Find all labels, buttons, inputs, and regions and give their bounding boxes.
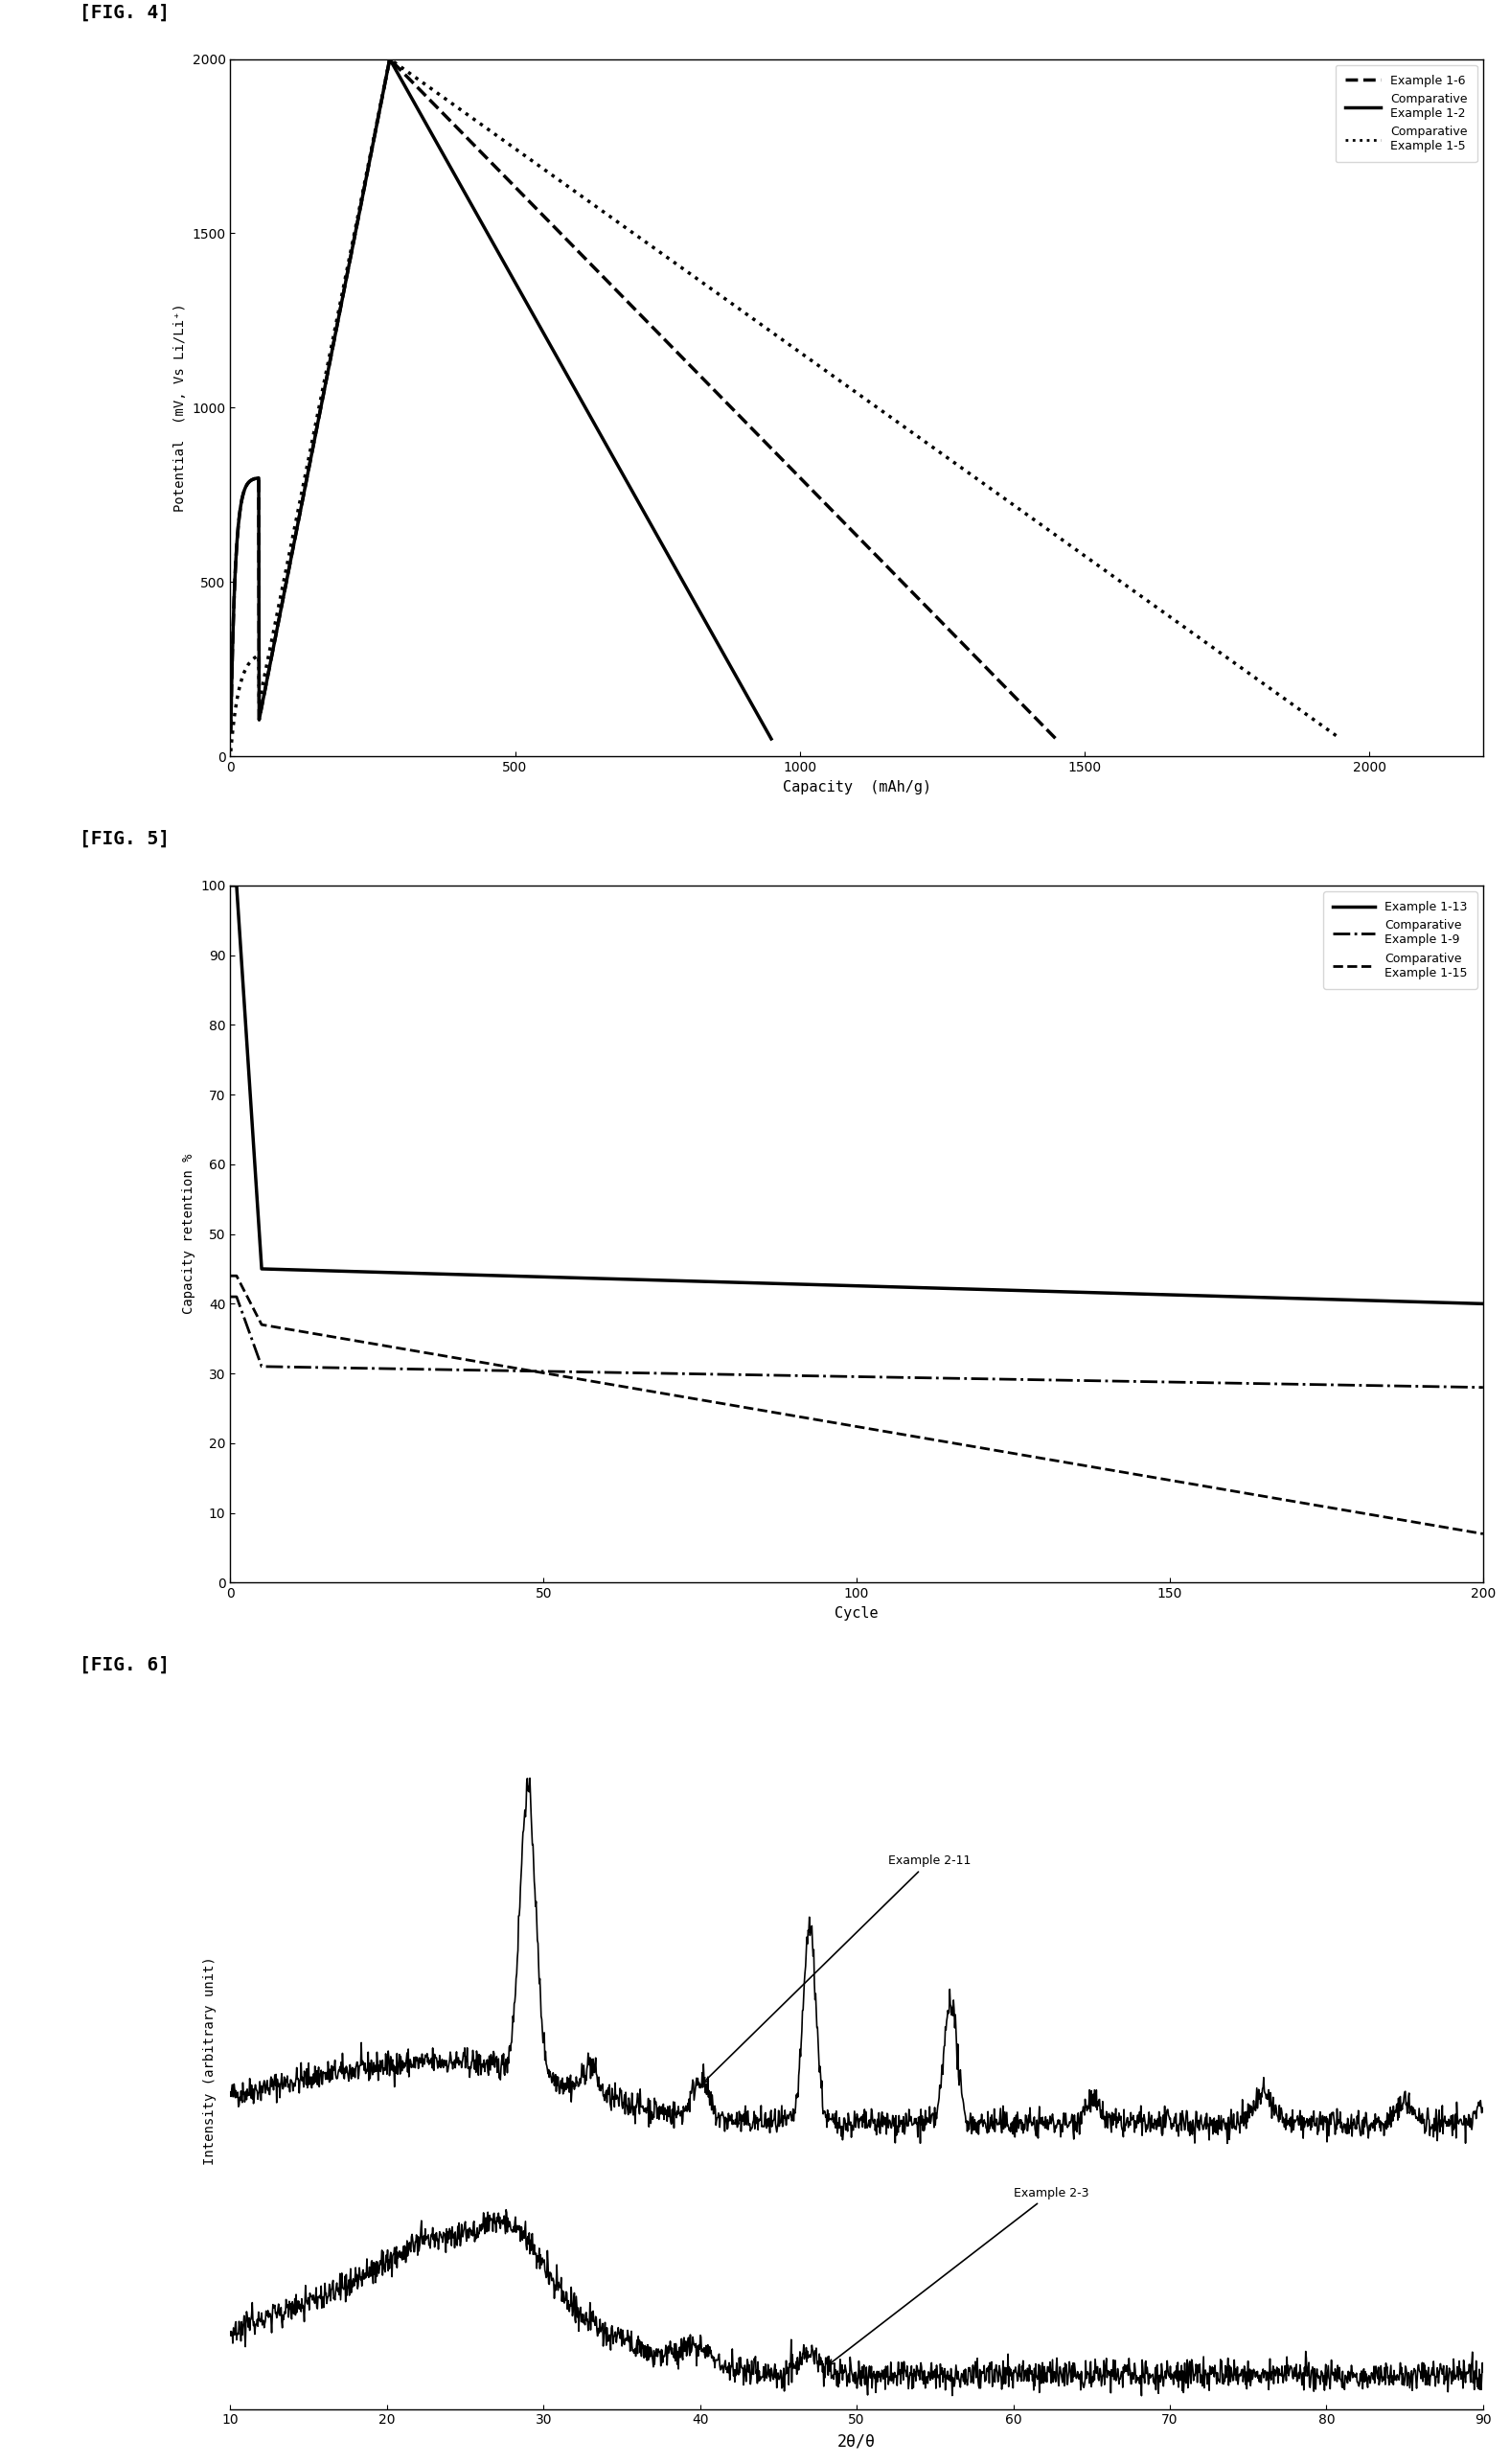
Comparative
Example 1-15 [1197, 1471, 1216, 1501]
Legend: Example 1-6, Comparative
Example 1-2, Comparative
Example 1-5: Example 1-6, Comparative Example 1-2, Co… [1335, 64, 1477, 163]
Line: Comparative
Example 1-15: Comparative Example 1-15 [231, 1276, 1483, 1535]
Comparative
Example 1-2 [763, 724, 781, 754]
Example 1-6 [228, 532, 246, 562]
Comparative
Example 1-2 [222, 717, 240, 747]
Example 1-13 [349, 1257, 367, 1286]
Example 1-6 [1015, 692, 1033, 722]
Comparative
Example 1-5 [521, 145, 539, 175]
Comparative
Example 1-9 [728, 1360, 746, 1390]
Example 1-13 [1220, 1281, 1238, 1311]
Comparative
Example 1-2 [381, 44, 399, 74]
Comparative
Example 1-2 [637, 500, 655, 530]
Line: Comparative
Example 1-2: Comparative Example 1-2 [231, 59, 772, 739]
Example 1-6 [421, 86, 439, 116]
Text: [FIG. 6]: [FIG. 6] [80, 1656, 171, 1673]
Comparative
Example 1-9 [773, 1360, 791, 1390]
Legend: Example 1-13, Comparative
Example 1-9, Comparative
Example 1-15: Example 1-13, Comparative Example 1-9, C… [1324, 892, 1477, 988]
Y-axis label: Potential  (mV, Vs Li/Li⁺): Potential (mV, Vs Li/Li⁺) [174, 303, 187, 513]
Comparative
Example 1-15 [349, 1326, 367, 1355]
Line: Example 1-13: Example 1-13 [231, 885, 1483, 1303]
Example 1-13 [1474, 1289, 1492, 1318]
X-axis label: Capacity  (mAh/g): Capacity (mAh/g) [782, 779, 932, 793]
Comparative
Example 1-5 [381, 44, 399, 74]
Comparative
Example 1-15 [728, 1392, 746, 1422]
Comparative
Example 1-5 [1332, 724, 1350, 754]
Comparative
Example 1-15 [1474, 1520, 1492, 1550]
Text: Example 2-11: Example 2-11 [704, 1855, 971, 2082]
Example 1-6 [272, 596, 290, 626]
Line: Comparative
Example 1-5: Comparative Example 1-5 [231, 59, 1341, 752]
Example 1-6 [790, 463, 808, 493]
Example 1-13 [1081, 1279, 1099, 1308]
Example 1-6 [1046, 724, 1065, 754]
Text: Example 2-3: Example 2-3 [829, 2188, 1089, 2365]
Comparative
Example 1-2 [550, 345, 568, 375]
Comparative
Example 1-15 [222, 1262, 240, 1291]
Example 1-6 [381, 44, 399, 74]
Comparative
Example 1-5 [222, 737, 240, 766]
Comparative
Example 1-15 [773, 1400, 791, 1429]
Comparative
Example 1-9 [1081, 1365, 1099, 1395]
Comparative
Example 1-5 [1065, 532, 1083, 562]
Example 1-13 [728, 1266, 746, 1296]
Line: Comparative
Example 1-9: Comparative Example 1-9 [231, 1296, 1483, 1387]
Example 1-13 [1197, 1281, 1216, 1311]
Text: [FIG. 5]: [FIG. 5] [80, 830, 171, 848]
Example 1-6 [951, 626, 969, 655]
Comparative
Example 1-5 [776, 328, 794, 357]
Example 1-13 [773, 1269, 791, 1299]
X-axis label: Cycle: Cycle [835, 1607, 879, 1621]
Comparative
Example 1-5 [1163, 604, 1181, 633]
Comparative
Example 1-15 [1220, 1476, 1238, 1506]
Line: Example 1-6: Example 1-6 [231, 59, 1055, 739]
Comparative
Example 1-9 [1474, 1372, 1492, 1402]
Y-axis label: Intensity (arbitrary unit): Intensity (arbitrary unit) [204, 1956, 217, 2166]
Comparative
Example 1-5 [1089, 549, 1107, 579]
Comparative
Example 1-9 [1220, 1368, 1238, 1397]
Comparative
Example 1-15 [1081, 1451, 1099, 1481]
Comparative
Example 1-9 [349, 1353, 367, 1382]
Comparative
Example 1-2 [391, 64, 409, 94]
Comparative
Example 1-9 [222, 1281, 240, 1311]
Comparative
Example 1-2 [341, 241, 359, 271]
Comparative
Example 1-9 [1197, 1368, 1216, 1397]
X-axis label: 2θ/θ: 2θ/θ [838, 2432, 876, 2449]
Y-axis label: Capacity retention %: Capacity retention % [181, 1153, 195, 1313]
Example 1-6 [222, 717, 240, 747]
Comparative
Example 1-5 [300, 444, 319, 473]
Example 1-13 [222, 870, 240, 899]
Comparative
Example 1-2 [276, 569, 294, 599]
Comparative
Example 1-2 [304, 431, 322, 461]
Text: [FIG. 4]: [FIG. 4] [80, 2, 171, 22]
